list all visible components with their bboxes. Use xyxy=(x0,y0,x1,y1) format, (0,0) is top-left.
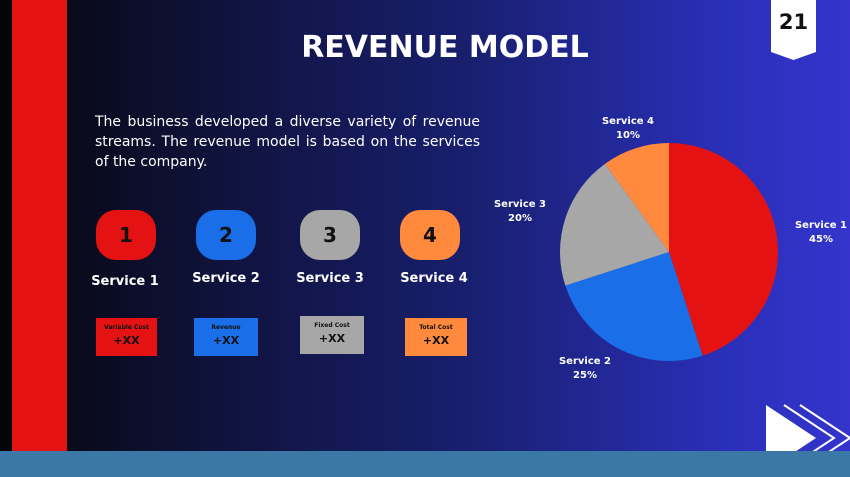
variable-cost-value: +XX xyxy=(113,334,140,347)
service-4-badge: 4 xyxy=(400,210,460,260)
revenue-box: Revenue +XX xyxy=(194,318,258,356)
total-cost-label: Total Cost xyxy=(419,324,453,331)
intro-text: The business developed a diverse variety… xyxy=(95,114,480,170)
service-3-badge: 3 xyxy=(300,210,360,260)
revenue-value: +XX xyxy=(212,334,240,347)
pie-value-label-3: 20% xyxy=(508,213,532,224)
service-4-label: Service 4 xyxy=(400,271,468,286)
page-number-badge xyxy=(771,0,816,60)
service-2-badge: 2 xyxy=(196,210,256,260)
pie-value-label-2: 25% xyxy=(573,370,597,381)
red-side-stripe xyxy=(12,0,67,451)
service-2-label: Service 2 xyxy=(192,271,260,286)
pie-label-4: Service 4 xyxy=(602,116,654,127)
fixed-cost-label: Fixed Cost xyxy=(314,322,350,329)
total-cost-box: Total Cost +XX xyxy=(405,318,467,356)
pie-value-label-4: 10% xyxy=(616,130,640,141)
pie-label-1: Service 1 xyxy=(795,220,847,231)
revenue-pie-chart: Service 1 45% Service 2 25% Service 3 20% Serv… xyxy=(494,116,847,381)
service-3-label: Service 3 xyxy=(296,271,364,286)
service-1-badge: 1 xyxy=(96,210,156,260)
pie-value-label-1: 45% xyxy=(809,234,833,245)
play-arrows-icon xyxy=(766,404,850,451)
revenue-label: Revenue xyxy=(211,324,241,331)
pie-slice-4 xyxy=(604,143,669,252)
pie-label-2: Service 2 xyxy=(559,356,611,367)
pie-slice-1 xyxy=(669,143,778,356)
variable-cost-label: Variable Cost xyxy=(104,324,149,331)
slide-title: REVENUE MODEL xyxy=(301,30,589,65)
total-cost-value: +XX xyxy=(422,334,450,347)
variable-cost-box: Variable Cost +XX xyxy=(96,318,157,356)
pie-slice-3 xyxy=(560,163,669,286)
page-number: 21 xyxy=(778,10,809,34)
fixed-cost-value: +XX xyxy=(318,332,346,345)
bottom-bar xyxy=(0,451,850,477)
fixed-cost-box: Fixed Cost +XX xyxy=(300,316,364,354)
pie-label-3: Service 3 xyxy=(494,199,546,210)
service-1-label: Service 1 xyxy=(91,274,159,289)
pie-slice-2 xyxy=(565,252,703,361)
